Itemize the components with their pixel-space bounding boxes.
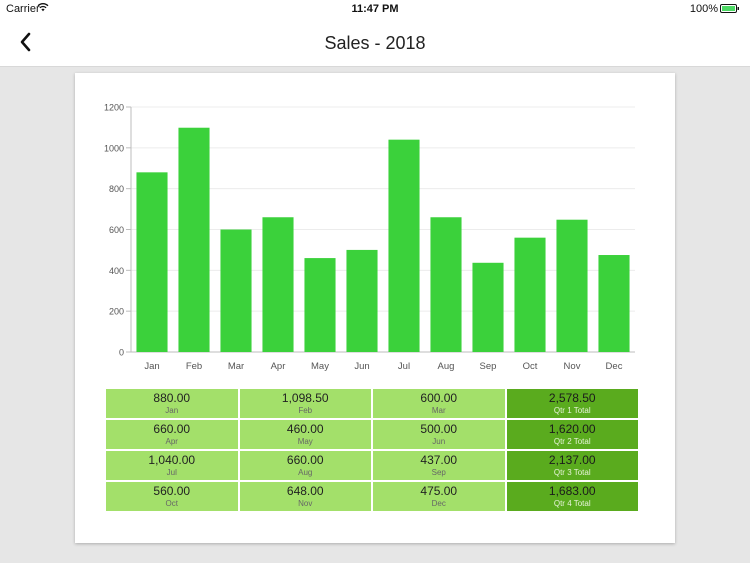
bar-dec (598, 255, 630, 352)
back-button[interactable] (14, 30, 38, 54)
cell-label: Jun (432, 437, 446, 446)
cell-label: Mar (431, 406, 446, 415)
bar-jan (136, 172, 168, 352)
cell-label: Dec (431, 499, 446, 508)
cell-value: 600.00 (420, 391, 458, 405)
cell-label: Aug (298, 468, 313, 477)
navigation-bar: Sales - 2018 (0, 18, 750, 67)
x-tick-label: Sep (480, 361, 497, 372)
y-tick-label: 400 (109, 266, 124, 276)
page-title: Sales - 2018 (324, 33, 426, 53)
sales-card: 0 200 400 600 800 1000 1200 Jan Feb Mar Apr May Jun J… (75, 73, 675, 543)
chevron-left-icon (20, 32, 31, 52)
month-sales-cell[interactable]: 560.00 Oct (106, 482, 238, 511)
cell-label: Qtr 3 Total (553, 468, 591, 477)
quarterly-sales-table: 880.00 Jan 1,098.50 Feb 600.00 Mar 2,578.50 Qtr… (104, 387, 640, 513)
cell-label: Oct (165, 499, 178, 508)
sales-bar-chart: 0 200 400 600 800 1000 1200 Jan Feb Mar Apr May Jun J… (104, 103, 635, 372)
month-sales-cell[interactable]: 437.00 Sep (373, 451, 505, 480)
cell-value: 2,578.50 (548, 391, 596, 405)
status-bar: Carrier 11:47 PM 100% (0, 0, 750, 18)
battery-percentage: 100% (689, 3, 718, 15)
cell-value: 1,683.00 (548, 484, 596, 498)
x-tick-label: Jul (398, 361, 410, 372)
month-sales-cell[interactable]: 648.00 Nov (239, 482, 371, 511)
cell-value: 2,137.00 (548, 453, 596, 467)
month-sales-cell[interactable]: 880.00 Jan (106, 389, 238, 418)
quarter-total-cell[interactable]: 1,620.00 Qtr 2 Total (506, 420, 638, 449)
cell-label: Qtr 4 Total (553, 499, 591, 508)
month-sales-cell[interactable]: 1,098.50 Feb (239, 389, 371, 418)
wifi-icon (37, 3, 49, 12)
cell-label: May (297, 437, 313, 446)
carrier-label: Carrier (6, 3, 40, 15)
cell-value: 437.00 (420, 453, 458, 467)
bar-sep (472, 262, 504, 352)
table-row: 880.00 Jan 1,098.50 Feb 600.00 Mar 2,578.50 Qtr… (106, 389, 638, 418)
cell-value: 560.00 (153, 484, 191, 498)
bar-nov (556, 219, 588, 352)
cell-value: 880.00 (153, 391, 191, 405)
month-sales-cell[interactable]: 660.00 Aug (239, 451, 371, 480)
month-sales-cell[interactable]: 460.00 May (239, 420, 371, 449)
cell-value: 1,620.00 (548, 422, 596, 436)
x-tick-label: Jun (354, 361, 369, 372)
table-row: 1,040.00 Jul 660.00 Aug 437.00 Sep 2,137.00 Qtr… (106, 451, 638, 480)
bar-may (304, 258, 336, 352)
bar-jul (388, 139, 420, 352)
bar-aug (430, 217, 462, 352)
cell-value: 660.00 (286, 453, 324, 467)
bar-feb (178, 127, 210, 352)
bar-apr (262, 217, 294, 352)
x-tick-label: Mar (228, 361, 244, 372)
month-sales-cell[interactable]: 1,040.00 Jul (106, 451, 238, 480)
cell-label: Sep (431, 468, 446, 477)
table-row: 560.00 Oct 648.00 Nov 475.00 Dec 1,683.00 Qtr 4… (106, 482, 638, 511)
cell-label: Apr (165, 437, 178, 446)
y-tick-label: 0 (119, 348, 124, 358)
y-tick-label: 200 (109, 307, 124, 317)
y-tick-label: 800 (109, 184, 124, 194)
x-tick-label: Dec (606, 361, 623, 372)
cell-label: Qtr 1 Total (553, 406, 591, 415)
cell-label: Qtr 2 Total (553, 437, 591, 446)
cell-label: Nov (298, 499, 313, 508)
cell-value: 500.00 (420, 422, 458, 436)
cell-value: 475.00 (420, 484, 458, 498)
month-sales-cell[interactable]: 600.00 Mar (373, 389, 505, 418)
bar-oct (514, 237, 546, 352)
month-sales-cell[interactable]: 475.00 Dec (373, 482, 505, 511)
cell-value: 460.00 (286, 422, 324, 436)
quarter-total-cell[interactable]: 1,683.00 Qtr 4 Total (506, 482, 638, 511)
table-row: 660.00 Apr 460.00 May 500.00 Jun 1,620.00 Qtr 2… (106, 420, 638, 449)
quarter-total-cell[interactable]: 2,578.50 Qtr 1 Total (506, 389, 638, 418)
bar-jun (346, 249, 378, 352)
x-tick-label: Oct (523, 361, 538, 372)
month-sales-cell[interactable]: 500.00 Jun (373, 420, 505, 449)
x-tick-label: Apr (271, 361, 286, 372)
x-tick-label: Aug (438, 361, 455, 372)
quarter-total-cell[interactable]: 2,137.00 Qtr 3 Total (506, 451, 638, 480)
cell-value: 648.00 (286, 484, 324, 498)
bar-mar (220, 229, 252, 352)
y-tick-label: 600 (109, 225, 124, 235)
cell-label: Jan (165, 406, 179, 415)
clock: 11:47 PM (351, 3, 399, 15)
cell-label: Feb (298, 406, 313, 415)
x-tick-label: Feb (186, 361, 202, 372)
x-tick-label: Jan (144, 361, 159, 372)
month-sales-cell[interactable]: 660.00 Apr (106, 420, 238, 449)
cell-value: 1,098.50 (281, 391, 329, 405)
cell-value: 1,040.00 (148, 453, 196, 467)
x-tick-label: Nov (564, 361, 581, 372)
y-tick-label: 1200 (104, 103, 124, 113)
x-tick-label: May (311, 361, 329, 372)
y-tick-label: 1000 (104, 143, 124, 153)
cell-value: 660.00 (153, 422, 191, 436)
battery-icon (720, 4, 739, 13)
cell-label: Jul (166, 468, 177, 477)
